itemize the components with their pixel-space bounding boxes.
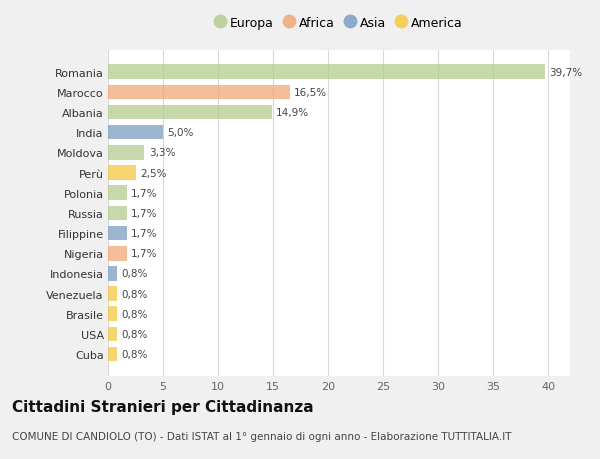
Bar (108, 307, 117, 321)
Bar (108, 186, 127, 201)
Bar (108, 106, 272, 120)
Bar (108, 85, 290, 100)
Legend: Europa, Africa, Asia, America: Europa, Africa, Asia, America (212, 14, 466, 32)
Text: 16,5%: 16,5% (294, 88, 327, 98)
Text: 5,0%: 5,0% (167, 128, 194, 138)
Bar (108, 267, 117, 281)
Text: 39,7%: 39,7% (549, 67, 582, 78)
Text: 0,8%: 0,8% (121, 309, 148, 319)
Text: 2,5%: 2,5% (140, 168, 166, 178)
Bar (108, 246, 127, 261)
Text: 0,8%: 0,8% (121, 269, 148, 279)
Bar (108, 206, 127, 221)
Bar (108, 287, 117, 301)
Bar (108, 166, 136, 180)
Bar (108, 146, 145, 160)
Text: 1,7%: 1,7% (131, 229, 158, 239)
Text: 1,7%: 1,7% (131, 208, 158, 218)
Text: COMUNE DI CANDIOLO (TO) - Dati ISTAT al 1° gennaio di ogni anno - Elaborazione T: COMUNE DI CANDIOLO (TO) - Dati ISTAT al … (12, 431, 511, 442)
Text: Cittadini Stranieri per Cittadinanza: Cittadini Stranieri per Cittadinanza (12, 399, 314, 414)
Text: 0,8%: 0,8% (121, 329, 148, 339)
Text: 14,9%: 14,9% (277, 108, 310, 118)
Bar (108, 65, 545, 80)
Bar (108, 226, 127, 241)
Bar (108, 126, 163, 140)
Text: 0,8%: 0,8% (121, 349, 148, 359)
Text: 1,7%: 1,7% (131, 249, 158, 259)
Text: 0,8%: 0,8% (121, 289, 148, 299)
Bar (108, 327, 117, 341)
Text: 3,3%: 3,3% (149, 148, 175, 158)
Text: 1,7%: 1,7% (131, 188, 158, 198)
Bar (108, 347, 117, 362)
